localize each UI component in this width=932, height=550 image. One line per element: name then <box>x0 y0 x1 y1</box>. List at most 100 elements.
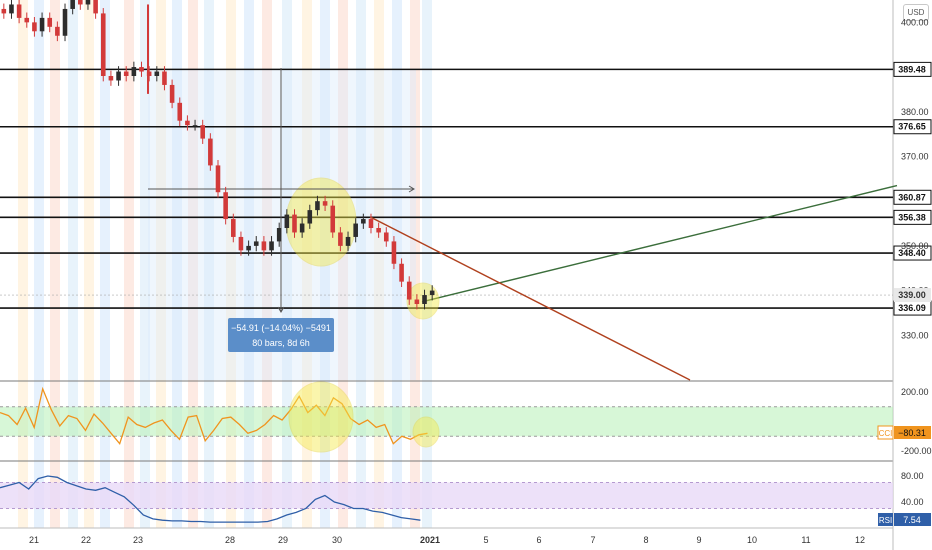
highlight-ellipse <box>288 381 354 453</box>
session-stripe <box>374 0 384 528</box>
session-stripe <box>392 0 402 528</box>
candle-body <box>108 76 114 81</box>
session-stripe <box>422 0 432 528</box>
candle-body <box>62 8 68 36</box>
level-tag-text: 389.48 <box>898 64 926 74</box>
candle-body <box>399 263 404 282</box>
time-tick-label: 6 <box>536 535 541 545</box>
candle-body <box>391 241 397 264</box>
session-stripe <box>84 0 94 528</box>
candle-body <box>238 236 244 251</box>
measure-tooltip: −54.91 (−14.04%) −5491 80 bars, 8d 6h <box>228 318 334 352</box>
price-tick-label: 370.00 <box>901 151 929 161</box>
candle-body <box>276 228 282 242</box>
rsi-band <box>0 482 893 509</box>
time-tick-label: 11 <box>801 535 810 545</box>
candle-body <box>376 228 381 233</box>
rsi-label: RSI <box>879 516 892 525</box>
candle-body <box>93 0 98 14</box>
candle-body <box>85 0 91 5</box>
price-tick-label: 400.00 <box>901 17 929 27</box>
candle-body <box>154 71 160 76</box>
candle-body <box>253 241 259 246</box>
candle-body <box>261 241 267 251</box>
cci-tick-label: -200.00 <box>901 446 932 456</box>
time-tick-label: 29 <box>278 535 288 545</box>
candle-body <box>100 13 106 76</box>
level-tag-text: 336.09 <box>898 303 926 313</box>
candle-body <box>9 4 14 14</box>
rsi-tick-label: 80.00 <box>901 471 924 481</box>
session-stripe <box>34 0 44 528</box>
session-stripes <box>18 0 432 528</box>
rsi-tick-label: 40.00 <box>901 497 924 507</box>
currency-button[interactable]: USD <box>903 4 929 21</box>
session-stripe <box>262 0 272 528</box>
candle-body <box>192 125 198 127</box>
candle-body <box>246 245 251 251</box>
green-trendline <box>421 184 898 303</box>
highlight-ellipse <box>412 416 440 448</box>
measure-arrow <box>277 306 285 313</box>
level-tag <box>893 209 932 225</box>
candle-body <box>315 201 320 211</box>
candle-body <box>177 102 183 121</box>
grid <box>0 0 894 550</box>
level-tag <box>893 61 932 77</box>
time-tick-label: 2021 <box>420 535 440 545</box>
horizontal-levels[interactable] <box>0 68 893 309</box>
last-price-text: 339.00 <box>898 290 926 300</box>
session-stripe <box>68 0 78 528</box>
candles <box>1 0 435 310</box>
candle-body <box>429 290 435 296</box>
level-tag <box>893 119 932 135</box>
session-stripe <box>204 0 214 528</box>
time-tick-label: 12 <box>855 535 865 545</box>
candle-body <box>406 281 412 300</box>
time-tick-label: 22 <box>81 535 91 545</box>
candle-body <box>185 120 190 126</box>
session-stripe <box>302 0 312 528</box>
level-tag <box>893 245 932 261</box>
rsi-value-tag <box>894 513 931 526</box>
price-tick-label: 350.00 <box>901 241 929 251</box>
candle-body <box>78 0 83 5</box>
time-axis[interactable]: 21 22 23 28 29 30 2021 5 6 7 8 9 10 11 12 <box>29 535 865 545</box>
candle-body <box>361 219 366 224</box>
candle-body <box>169 84 175 103</box>
rsi-label-box <box>878 513 893 526</box>
session-stripe <box>156 0 166 528</box>
price-tick-label: 330.00 <box>901 330 929 340</box>
candle-body <box>330 205 336 233</box>
price-tick-label: 380.00 <box>901 107 929 117</box>
session-stripe <box>18 0 28 528</box>
cci-label: CCI <box>879 429 893 438</box>
level-tag-text: 348.40 <box>898 248 926 258</box>
cci-label-box <box>877 425 894 440</box>
red-trendline <box>369 216 691 381</box>
session-stripe <box>124 0 134 528</box>
level-tag-text: 356.38 <box>898 212 926 222</box>
candle-body <box>368 219 374 228</box>
candle-body <box>422 295 427 304</box>
candle-body <box>24 17 30 23</box>
time-tick-label: 30 <box>332 535 342 545</box>
candle-body <box>353 223 358 237</box>
cci-value: −80.31 <box>898 428 926 438</box>
candle-body <box>338 232 343 246</box>
last-price-tag <box>894 288 931 303</box>
session-stripe <box>282 0 292 528</box>
session-stripe <box>244 0 254 528</box>
session-stripe <box>410 0 420 528</box>
rsi-pane <box>0 475 893 523</box>
session-stripe <box>100 0 110 528</box>
candle-body <box>70 0 75 9</box>
time-tick-label: 28 <box>225 535 235 545</box>
cci-band <box>0 406 893 437</box>
price-axis[interactable]: 389.48 376.65 360.87 356.38 348.40 336.09 400.… <box>877 17 932 526</box>
candle-body <box>146 71 152 76</box>
level-tag <box>893 189 932 205</box>
candle-body <box>200 125 205 139</box>
time-tick-label: 23 <box>133 535 143 545</box>
